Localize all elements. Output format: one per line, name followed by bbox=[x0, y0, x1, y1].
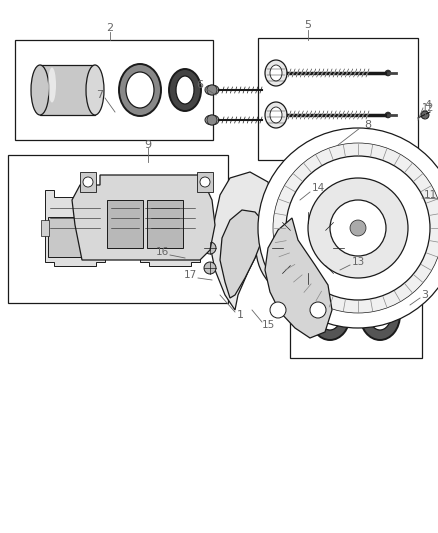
Text: 5: 5 bbox=[304, 20, 311, 30]
Text: 2: 2 bbox=[106, 23, 113, 33]
Circle shape bbox=[286, 156, 430, 300]
Bar bbox=[80, 172, 96, 192]
Circle shape bbox=[385, 70, 391, 76]
Polygon shape bbox=[265, 218, 332, 338]
Circle shape bbox=[270, 210, 346, 286]
Circle shape bbox=[310, 302, 326, 318]
Text: 16: 16 bbox=[155, 247, 169, 257]
Circle shape bbox=[258, 128, 438, 328]
Circle shape bbox=[337, 235, 347, 245]
Text: 7: 7 bbox=[96, 90, 103, 100]
Ellipse shape bbox=[176, 76, 194, 104]
Text: 13: 13 bbox=[351, 257, 364, 267]
Circle shape bbox=[270, 302, 286, 318]
Circle shape bbox=[286, 226, 330, 270]
Polygon shape bbox=[210, 172, 272, 310]
Bar bbox=[107, 200, 143, 248]
Ellipse shape bbox=[169, 69, 201, 111]
Circle shape bbox=[359, 204, 369, 214]
Circle shape bbox=[207, 115, 217, 125]
Text: 14: 14 bbox=[311, 183, 325, 193]
Ellipse shape bbox=[119, 64, 161, 116]
Bar bbox=[41, 220, 49, 236]
Circle shape bbox=[204, 242, 216, 254]
Polygon shape bbox=[72, 175, 215, 260]
Circle shape bbox=[385, 112, 391, 118]
Text: 3: 3 bbox=[421, 290, 428, 300]
Text: 8: 8 bbox=[364, 120, 371, 130]
Ellipse shape bbox=[270, 107, 282, 123]
Circle shape bbox=[296, 236, 320, 260]
Ellipse shape bbox=[205, 85, 219, 95]
Bar bbox=[8, 155, 228, 303]
Bar bbox=[290, 268, 422, 358]
Circle shape bbox=[330, 200, 386, 256]
Ellipse shape bbox=[369, 300, 391, 330]
Polygon shape bbox=[220, 210, 262, 298]
Text: 12: 12 bbox=[422, 103, 434, 113]
Circle shape bbox=[204, 262, 216, 274]
Circle shape bbox=[421, 111, 429, 119]
Circle shape bbox=[373, 223, 383, 233]
Polygon shape bbox=[143, 216, 197, 257]
Ellipse shape bbox=[310, 290, 350, 340]
Text: 4: 4 bbox=[424, 100, 431, 110]
Ellipse shape bbox=[319, 300, 341, 330]
Circle shape bbox=[200, 177, 210, 187]
Circle shape bbox=[207, 85, 217, 95]
Circle shape bbox=[83, 177, 93, 187]
Bar bbox=[196, 220, 204, 236]
Ellipse shape bbox=[31, 65, 49, 115]
Text: 11: 11 bbox=[424, 190, 437, 200]
Circle shape bbox=[273, 143, 438, 313]
Text: 1: 1 bbox=[237, 310, 244, 320]
Bar bbox=[197, 172, 213, 192]
Text: 17: 17 bbox=[184, 270, 197, 280]
Bar bbox=[136, 220, 144, 236]
Text: 9: 9 bbox=[145, 140, 152, 150]
Circle shape bbox=[308, 178, 408, 278]
Text: 6: 6 bbox=[197, 80, 204, 90]
Bar bbox=[258, 38, 418, 160]
Ellipse shape bbox=[48, 68, 56, 102]
Text: 15: 15 bbox=[261, 320, 275, 330]
Bar bbox=[101, 220, 109, 236]
Ellipse shape bbox=[265, 60, 287, 86]
Circle shape bbox=[359, 242, 369, 252]
Ellipse shape bbox=[205, 115, 219, 125]
Bar bbox=[15, 40, 213, 140]
Ellipse shape bbox=[126, 72, 154, 108]
Bar bbox=[40, 65, 95, 115]
Circle shape bbox=[350, 220, 366, 236]
Ellipse shape bbox=[360, 290, 400, 340]
Circle shape bbox=[256, 196, 360, 300]
Ellipse shape bbox=[86, 65, 104, 115]
Polygon shape bbox=[140, 190, 200, 266]
Ellipse shape bbox=[265, 102, 287, 128]
Polygon shape bbox=[45, 190, 105, 266]
Circle shape bbox=[337, 211, 347, 221]
Ellipse shape bbox=[270, 65, 282, 81]
Bar bbox=[147, 200, 183, 248]
Polygon shape bbox=[48, 216, 102, 257]
